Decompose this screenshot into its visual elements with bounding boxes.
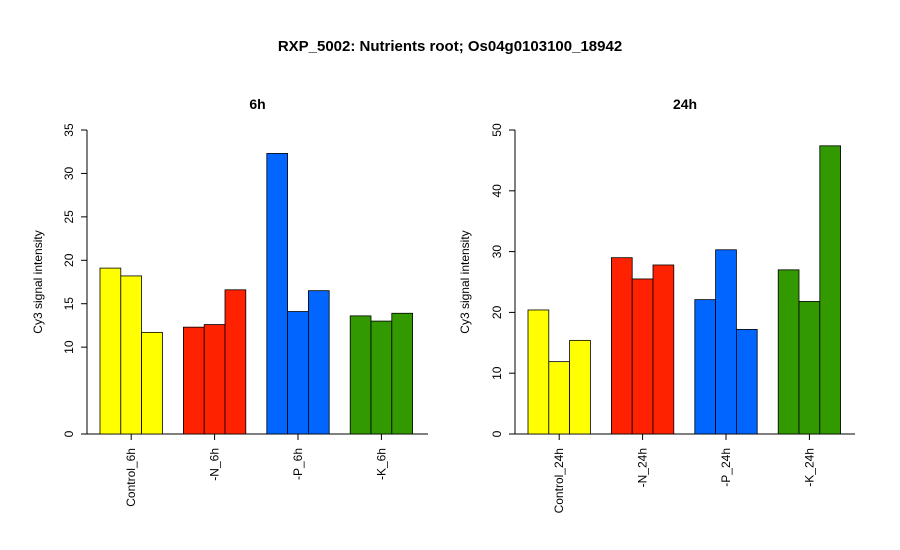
panel-1-x-tick-label: -P_6h — [291, 448, 305, 480]
panel-1-x-tick-label: Control_6h — [124, 448, 138, 507]
panel-1-bar-n-2 — [203, 324, 226, 435]
panel-1-bar-control-1 — [99, 267, 122, 435]
panel-2-bar-control-2 — [548, 361, 570, 435]
panel-1-bar-p-1 — [266, 153, 288, 435]
panel-1-y-tick-label: 30 — [62, 166, 76, 180]
panel-2-x-tick-label: -K_24h — [802, 448, 816, 487]
panel-1-y-tick-label: 0 — [62, 430, 76, 437]
panel-2-title: 24h — [673, 96, 697, 112]
panel-2-y-tick-label: 10 — [490, 366, 504, 380]
panel-1-bar-n-1 — [182, 326, 205, 435]
panel-1-y-tick-label: 20 — [62, 253, 76, 267]
panel-2-bar-k-3 — [819, 145, 841, 435]
panel-2-y-tick-label: 40 — [490, 184, 504, 198]
panel-1-y-tick-label: 15 — [62, 297, 76, 311]
panel-2-bar-n-1 — [611, 257, 633, 435]
panel-2-bar-n-2 — [631, 278, 654, 435]
panel-1-bar-p-2 — [287, 311, 309, 435]
panel-1-bar-control-3 — [141, 331, 163, 435]
panel-1-bar-k-1 — [349, 315, 372, 435]
panel-2-x-tick-label: -N_24h — [636, 448, 650, 487]
panel-1-y-axis-label: Cy3 signal intensity — [31, 230, 45, 333]
panel-1-bar-n-3 — [224, 289, 247, 435]
panel-2-y-tick-label: 20 — [490, 305, 504, 319]
panel-1-y-tick-label: 25 — [62, 210, 76, 224]
panel-1-title: 6h — [249, 96, 265, 112]
panel-1-y-tick-label: 10 — [62, 340, 76, 354]
panel-2-bar-p-3 — [736, 329, 758, 435]
main-title: RXP_5002: Nutrients root; Os04g0103100_1… — [277, 38, 623, 55]
panel-2-y-tick-label: 30 — [490, 245, 504, 259]
panel-2-x-tick-label: -P_24h — [719, 448, 733, 487]
panel-1-bar-k-2 — [370, 320, 393, 435]
panel-2-y-axis-label: Cy3 signal intensity — [458, 230, 472, 333]
panel-2-bar-p-2 — [715, 249, 737, 435]
panel-1-y-tick-label: 35 — [62, 123, 76, 137]
panel-1-bar-control-2 — [120, 275, 143, 435]
panel-1-x-tick-label: -K_6h — [374, 448, 388, 480]
panel-1-x-tick-label: -N_6h — [208, 448, 222, 481]
panel-2-bar-control-3 — [569, 339, 591, 435]
panel-2-bar-k-1 — [777, 269, 800, 435]
panel-2-y-tick-label: 0 — [490, 430, 504, 437]
panel-2-bar-control-1 — [527, 309, 550, 435]
panel-2-bar-k-2 — [798, 301, 821, 435]
panel-1-bar-p-3 — [307, 290, 330, 435]
panel-2-bar-n-3 — [652, 264, 675, 435]
panel-2-y-tick-label: 50 — [490, 123, 504, 137]
panel-2-x-tick-label: Control_24h — [552, 448, 566, 513]
panel-2-bar-p-1 — [694, 299, 716, 435]
panel-1-bar-k-3 — [391, 312, 413, 435]
